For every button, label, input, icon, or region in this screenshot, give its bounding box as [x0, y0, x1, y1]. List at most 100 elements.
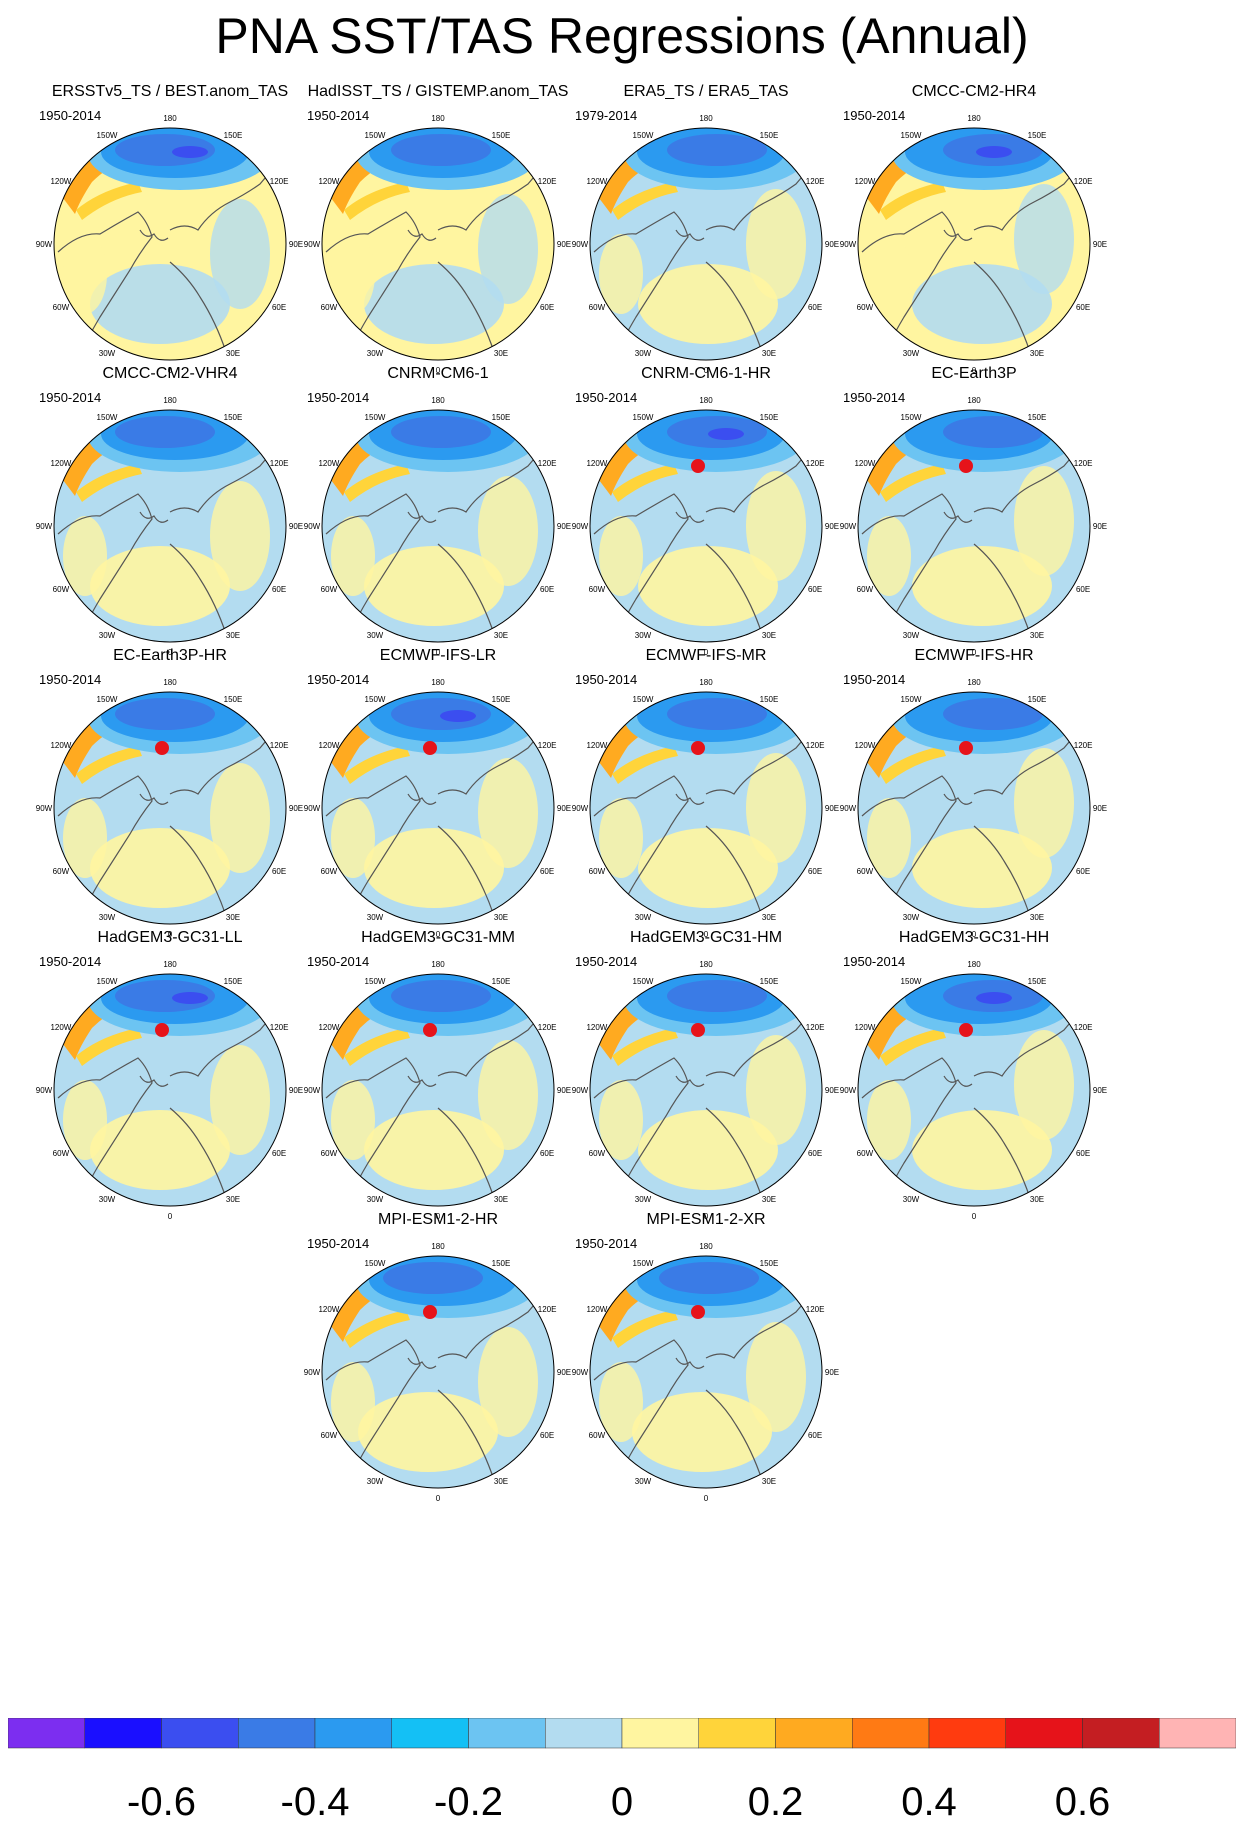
longitude-label: 90E [289, 522, 303, 531]
longitude-label: 60W [857, 1149, 874, 1158]
longitude-label: 90W [840, 804, 857, 813]
panel-title: HadGEM3-GC31-HM [629, 929, 783, 946]
longitude-label: 60E [808, 1431, 822, 1440]
longitude-label: 90W [304, 1368, 321, 1377]
polar-map: 180 150E 120E 90E 60E 30E 0 30W 60W 90W 120W 150W [304, 960, 571, 1221]
longitude-label: 30W [99, 913, 116, 922]
panel-period: 1950-2014 [39, 390, 102, 405]
map-border [53, 127, 287, 361]
polar-map: 180 150E 120E 90E 60E 30E 0 30W 60W 90W 120W 150W [572, 114, 839, 375]
map-panel: EC-Earth3P 180 150E 120E 90E 60E 30E 0 30W 60W 90W… [824, 364, 1124, 694]
map-panel: HadGEM3-GC31-HM 180 150E 120E 90E 60E 30E 0 30W 6… [556, 928, 856, 1258]
longitude-label: 60E [808, 867, 822, 876]
longitude-label: 120E [538, 459, 557, 468]
longitude-label: 180 [699, 396, 713, 405]
longitude-label: 150W [901, 977, 922, 986]
longitude-label: 90W [840, 240, 857, 249]
map-border [321, 973, 555, 1207]
map-border [589, 973, 823, 1207]
longitude-label: 150E [492, 695, 511, 704]
longitude-label: 0 [704, 366, 709, 375]
map-border [857, 409, 1091, 643]
longitude-label: 120W [318, 1305, 339, 1314]
panel-period: 1950-2014 [575, 1236, 638, 1251]
panel-period: 1950-2014 [307, 1236, 370, 1251]
longitude-label: 120W [50, 741, 71, 750]
field-shading [858, 692, 1090, 924]
colorbar-swatch [468, 1718, 546, 1749]
longitude-label: 150E [224, 413, 243, 422]
longitude-label: 150E [1028, 977, 1047, 986]
longitude-label: 150E [492, 977, 511, 986]
longitude-label: 60W [589, 1431, 606, 1440]
longitude-label: 180 [967, 114, 981, 123]
colorbar [8, 1718, 1236, 1749]
polar-map: 180 150E 120E 90E 60E 30E 0 30W 60W 90W 120W 150W [840, 396, 1107, 657]
colorbar-swatch [238, 1718, 316, 1749]
colorbar-swatch [314, 1718, 392, 1749]
longitude-label: 30E [762, 631, 776, 640]
longitude-label: 30W [367, 1477, 384, 1486]
field-shading [322, 692, 554, 924]
polar-map: 180 150E 120E 90E 60E 30E 0 30W 60W 90W 120W 150W [572, 1242, 839, 1503]
longitude-label: 150W [633, 413, 654, 422]
longitude-label: 90E [557, 1086, 571, 1095]
colorbar-swatch [1082, 1718, 1160, 1749]
longitude-label: 120W [318, 459, 339, 468]
map-panel: CMCC-CM2-HR4 180 150E 120E 90E 60E 30E 0 30W 60W 9… [824, 82, 1124, 412]
longitude-label: 150W [97, 695, 118, 704]
colorbar-swatch [698, 1718, 776, 1749]
panel-title: CMCC-CM2-VHR4 [102, 365, 238, 382]
longitude-label: 60E [1076, 1149, 1090, 1158]
longitude-label: 150E [492, 413, 511, 422]
longitude-label: 90W [572, 804, 589, 813]
field-shading [54, 128, 286, 360]
panel-title: ECMWF-IFS-MR [645, 647, 767, 664]
longitude-label: 90E [289, 1086, 303, 1095]
map-panel: MPI-ESM1-2-HR 180 150E 120E 90E 60E 30E 0 30W 60W… [288, 1210, 588, 1540]
panel-title: ECMWF-IFS-HR [914, 647, 1034, 664]
longitude-label: 120E [806, 741, 825, 750]
longitude-label: 60E [540, 1149, 554, 1158]
colorbar-tick-label: -0.2 [434, 1780, 503, 1824]
longitude-label: 30E [226, 913, 240, 922]
longitude-label: 150E [1028, 413, 1047, 422]
longitude-label: 120W [586, 1305, 607, 1314]
longitude-label: 60E [808, 1149, 822, 1158]
longitude-label: 30E [1030, 631, 1044, 640]
map-border [589, 691, 823, 925]
longitude-label: 150W [365, 131, 386, 140]
longitude-label: 60W [321, 867, 338, 876]
longitude-label: 30W [99, 631, 116, 640]
map-border [53, 973, 287, 1207]
longitude-label: 30W [367, 349, 384, 358]
panel-period: 1950-2014 [307, 390, 370, 405]
longitude-label: 30W [635, 913, 652, 922]
longitude-label: 60E [808, 303, 822, 312]
map-border [321, 127, 555, 361]
longitude-label: 90W [304, 522, 321, 531]
longitude-label: 180 [967, 678, 981, 687]
longitude-label: 180 [699, 114, 713, 123]
map-border [857, 691, 1091, 925]
longitude-label: 180 [163, 114, 177, 123]
panel-period: 1950-2014 [39, 108, 102, 123]
map-border [53, 691, 287, 925]
longitude-label: 120W [854, 741, 875, 750]
polar-map: 180 150E 120E 90E 60E 30E 0 30W 60W 90W 120W 150W [572, 678, 839, 939]
polar-map: 180 150E 120E 90E 60E 30E 0 30W 60W 90W 120W 150W [304, 1242, 571, 1503]
longitude-label: 90E [825, 804, 839, 813]
colorbar-swatch [621, 1718, 699, 1749]
panel-period: 1950-2014 [843, 390, 906, 405]
longitude-label: 120E [538, 741, 557, 750]
map-border [857, 127, 1091, 361]
field-shading [54, 692, 286, 924]
longitude-label: 30W [635, 1195, 652, 1204]
longitude-label: 90E [1093, 804, 1107, 813]
longitude-label: 30W [99, 1195, 116, 1204]
panel-title: HadGEM3-GC31-LL [97, 929, 243, 946]
figure-title: PNA SST/TAS Regressions (Annual) [215, 8, 1029, 64]
longitude-label: 120W [318, 1023, 339, 1032]
longitude-label: 180 [431, 678, 445, 687]
map-border [857, 973, 1091, 1207]
